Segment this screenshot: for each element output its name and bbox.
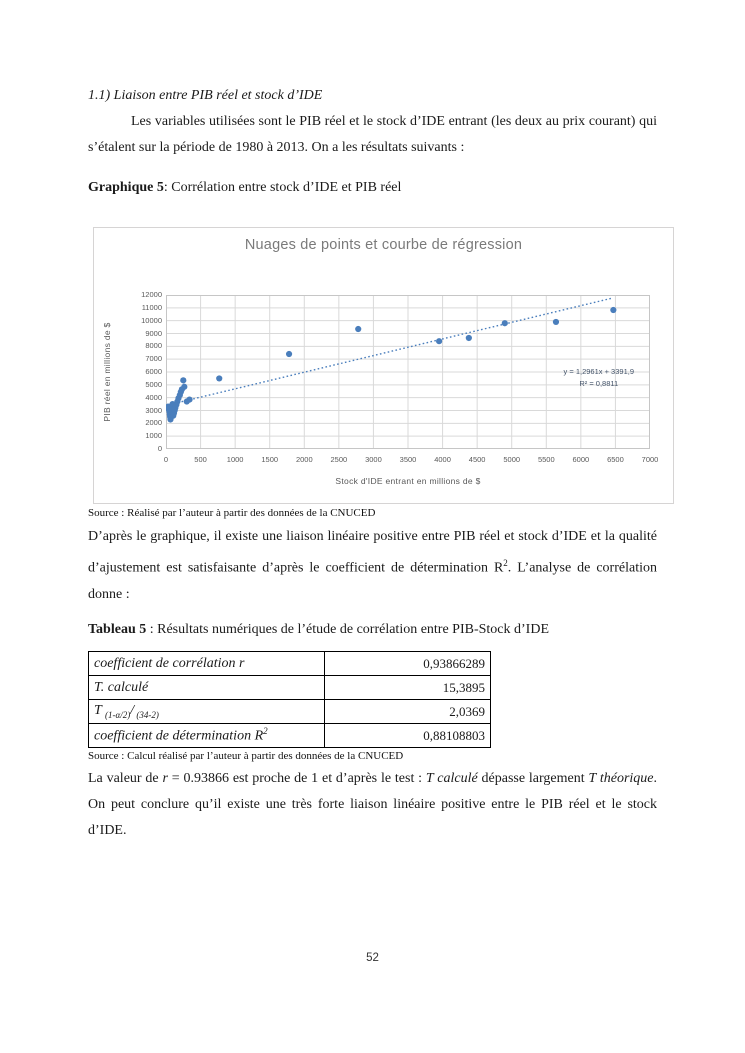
y-tick-label: 4000	[145, 392, 162, 402]
chart-source-note: Source : Réalisé par l’auteur à partir d…	[88, 507, 376, 519]
x-tick-label: 1500	[261, 455, 279, 464]
x-axis-title: Stock d'IDE entrant en millions de $	[335, 476, 481, 486]
y-tick-label: 6000	[145, 367, 162, 376]
paragraph-conclusion: La valeur de r = 0.93866 est proche de 1…	[88, 766, 657, 844]
page-number: 52	[366, 952, 379, 964]
y-tick-label: 2000	[145, 418, 162, 428]
x-tick-label: 4000	[434, 455, 451, 464]
x-tick-label: 4500	[468, 455, 486, 464]
chart-title: Nuages de points et courbe de régression	[244, 237, 523, 253]
table-caption-number: Tableau 5	[88, 622, 147, 637]
x-tick-label: 7000	[641, 455, 659, 464]
y-tick-label: 0	[157, 444, 162, 453]
table-source-note: Source : Calcul réalisé par l’auteur à p…	[88, 750, 404, 762]
row-value-t-calc: 15,3895	[324, 675, 491, 700]
x-tick-label: 500	[194, 455, 207, 464]
x-tick-label: 3500	[399, 455, 417, 464]
y-tick-label: 10000	[141, 315, 162, 325]
x-tick-label: 1000	[226, 455, 244, 464]
row-value-t-theoretical: 2,0369	[324, 699, 491, 724]
determination-label: coefficient de détermination R	[94, 728, 264, 744]
paragraph-intro: Les variables utilisées sont le PIB réel…	[88, 114, 657, 155]
table-row: coefficient de détermination R2 0,881088…	[88, 723, 491, 748]
figure-caption-text: : Corrélation entre stock d’IDE et PIB r…	[163, 180, 402, 195]
paragraph-analysis-text: D’après le graphique, il existe une liai…	[88, 529, 657, 576]
x-tick-label: 5500	[537, 455, 555, 464]
trendline-equation-line: y = 1,2961x + 3391,9	[563, 367, 634, 376]
row-value-determination: 0,88108803	[324, 723, 491, 748]
x-tick-label: 2500	[330, 455, 348, 464]
results-table: coefficient de corrélation r 0,93866289 …	[88, 651, 491, 748]
r-squared-superscript: 2	[503, 558, 508, 568]
x-tick-label: 6000	[572, 455, 590, 464]
conclusion-text-4: . On peut conclure qu’il existe une très…	[88, 771, 657, 838]
table-row: coefficient de corrélation r 0,93866289	[88, 651, 491, 676]
row-label-determination: coefficient de détermination R2	[88, 723, 325, 748]
t-theo-italic: T théorique	[588, 771, 654, 786]
row-value-correlation: 0,93866289	[324, 651, 491, 676]
x-tick-label: 0	[163, 455, 169, 464]
trendline-equation: y = 1,2961x + 3391,9 R² = 0,8811	[564, 366, 634, 390]
r-symbol: r	[162, 771, 168, 786]
conclusion-text-1: La valeur de	[88, 771, 163, 786]
section-heading: 1.1) Liaison entre PIB réel et stock d’I…	[88, 88, 323, 103]
trendline-r2-line: R² = 0,8811	[579, 379, 619, 388]
scatter-plot-svg	[164, 294, 651, 450]
t-calc-italic: T calculé	[425, 771, 478, 786]
x-tick-label: 3000	[365, 455, 382, 464]
table-caption-text: : Résultats numériques de l’étude de cor…	[146, 622, 550, 637]
y-tick-label: 5000	[145, 379, 162, 389]
scatter-chart: Nuages de points et courbe de régression…	[93, 227, 674, 504]
t-slash: /	[130, 703, 135, 719]
figure-caption: Graphique 5: Corrélation entre stock d’I…	[88, 180, 401, 196]
conclusion-text-3: dépasse largement	[477, 771, 589, 786]
y-tick-label: 8000	[145, 341, 162, 351]
y-tick-label: 1000	[145, 431, 162, 441]
paragraph-analysis-tail: . L’analyse de corrélation donne :	[88, 560, 657, 602]
figure-caption-number: Graphique 5	[88, 180, 164, 195]
chart-plot-area	[164, 294, 651, 450]
r-squared-sup: 2	[263, 726, 268, 737]
y-tick-label: 3000	[145, 405, 162, 415]
row-label-t-theoretical: T (1-α/2)/ (34-2)	[88, 699, 325, 724]
y-tick-label: 9000	[145, 328, 162, 338]
y-tick-label: 7000	[145, 354, 162, 364]
table-row: T (1-α/2)/ (34-2) 2,0369	[88, 699, 491, 724]
conclusion-text-2: = 0.93866 est proche de 1 et d’après le …	[167, 771, 426, 786]
x-tick-label: 5000	[503, 455, 521, 464]
row-label-t-calc: T. calculé	[88, 675, 325, 700]
t-subscript-df: (34-2)	[134, 709, 159, 720]
t-symbol: T	[94, 703, 106, 719]
y-tick-label: 11000	[141, 302, 162, 312]
paragraph-analysis: D’après le graphique, il existe une liai…	[88, 524, 657, 608]
row-label-correlation: coefficient de corrélation r	[88, 651, 325, 676]
table-caption: Tableau 5 : Résultats numériques de l’ét…	[88, 622, 549, 638]
y-tick-label: 12000	[141, 290, 162, 299]
t-subscript-alpha: (1-α/2)	[105, 709, 131, 720]
x-tick-label: 2000	[295, 455, 313, 464]
table-row: T. calculé 15,3895	[88, 675, 491, 700]
y-axis-title: PIB réel en millions de $	[102, 322, 112, 422]
x-tick-label: 6500	[607, 455, 624, 464]
